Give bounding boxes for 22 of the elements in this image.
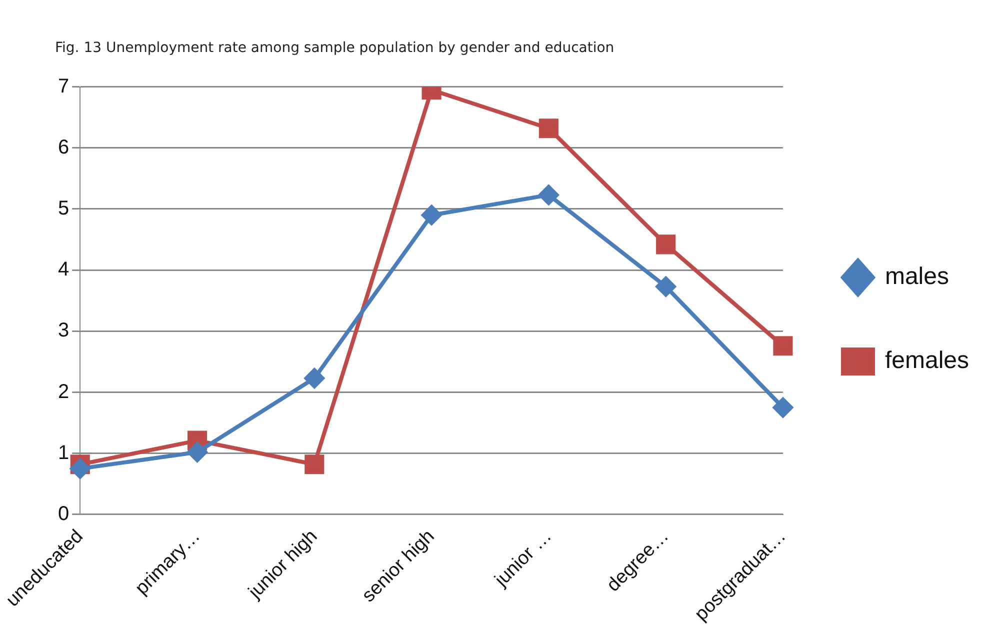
y-tick-label: 2 xyxy=(58,380,70,403)
point xyxy=(304,368,324,388)
point xyxy=(538,118,558,138)
point xyxy=(422,205,442,226)
point xyxy=(656,276,676,297)
legend-label: females xyxy=(884,347,970,374)
y-tick-label: 0 xyxy=(58,503,70,525)
y-tick-label: 4 xyxy=(58,258,70,281)
point xyxy=(187,442,208,462)
chart-title: Fig. 13 Unemployment rate among sample population by gender and education xyxy=(55,40,614,56)
point xyxy=(304,454,324,474)
y-tick-label: 5 xyxy=(58,198,70,220)
y-tick-label: 3 xyxy=(58,320,70,342)
point xyxy=(70,458,90,479)
legend-label: males xyxy=(884,263,949,290)
y-tick-label: 7 xyxy=(58,75,70,98)
point xyxy=(773,336,793,356)
point xyxy=(538,184,559,205)
y-tick-label: 6 xyxy=(58,136,70,158)
point xyxy=(656,234,676,254)
point xyxy=(772,398,793,418)
y-tick-label: 1 xyxy=(58,442,70,464)
